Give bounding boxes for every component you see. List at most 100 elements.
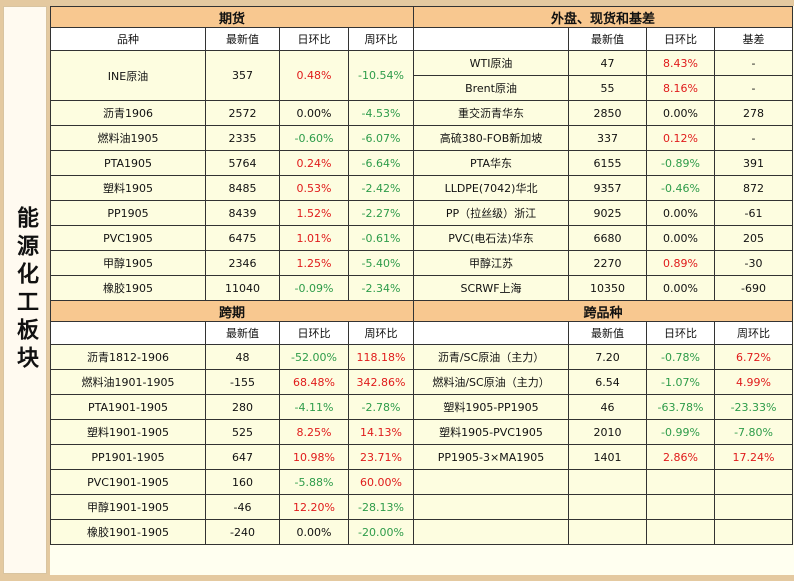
value-cell: 2850 <box>568 100 648 126</box>
row-label: 燃料油/SC原油（主力） <box>413 369 570 395</box>
table-row: 塑料1905 8485 0.53% -2.42% LLDPE(7042)华北 9357 -0… <box>50 175 794 201</box>
value-cell: 8.43% <box>646 50 716 76</box>
value-cell: 8439 <box>205 200 280 226</box>
table-body: 期货 外盘、现货和基差 品种 最新值 日环比 周环比 最新值 日环比 基差 INE原油 357 0.4… <box>49 6 794 545</box>
value-cell: -20.00% <box>347 519 415 545</box>
top-right-title: 外盘、现货和基差 <box>413 6 794 28</box>
value-cell: 391 <box>714 150 794 176</box>
column-header: 日环比 <box>279 27 349 51</box>
row-label: 沥青1906 <box>50 100 206 126</box>
value-cell: -1.07% <box>646 369 716 395</box>
row-label: 塑料1905-PP1905 <box>413 394 570 420</box>
value-cell <box>568 494 648 520</box>
value-cell: - <box>714 75 794 101</box>
row-label: 塑料1905 <box>50 175 206 201</box>
value-cell: 280 <box>205 394 280 420</box>
row-label: PVC(电石法)华东 <box>413 225 570 251</box>
value-cell: 0.89% <box>646 250 716 276</box>
column-header: 最新值 <box>205 27 280 51</box>
row-label: 甲醇1905 <box>50 250 206 276</box>
row-label: Brent原油 <box>413 75 570 101</box>
row-label: LLDPE(7042)华北 <box>413 175 570 201</box>
column-header: 周环比 <box>714 321 794 345</box>
value-cell: -61 <box>714 200 794 226</box>
value-cell: 1.01% <box>279 225 349 251</box>
column-header: 周环比 <box>347 321 415 345</box>
row-label: 橡胶1901-1905 <box>50 519 206 545</box>
value-cell: 10.98% <box>279 444 349 470</box>
value-cell: 2.86% <box>646 444 716 470</box>
column-header: 日环比 <box>646 27 716 51</box>
value-cell: 9025 <box>568 200 648 226</box>
value-cell: -0.89% <box>646 150 716 176</box>
value-cell: 0.00% <box>646 275 716 301</box>
value-cell: 0.00% <box>646 225 716 251</box>
value-cell: 2270 <box>568 250 648 276</box>
row-label <box>413 519 570 545</box>
value-cell: -23.33% <box>714 394 794 420</box>
value-cell: 23.71% <box>347 444 415 470</box>
row-label: PVC1901-1905 <box>50 469 206 495</box>
column-header: 周环比 <box>347 27 415 51</box>
row-label: 高硫380-FOB新加坡 <box>413 125 570 151</box>
value-cell: -0.99% <box>646 419 716 445</box>
value-cell <box>568 519 648 545</box>
value-cell: -46 <box>205 494 280 520</box>
value-cell: 647 <box>205 444 280 470</box>
row-label: PP（拉丝级）浙江 <box>413 200 570 226</box>
value-cell: -6.64% <box>347 150 415 176</box>
row-label: 塑料1901-1905 <box>50 419 206 445</box>
column-header: 日环比 <box>646 321 716 345</box>
value-cell <box>714 469 794 495</box>
table-row: INE原油 357 0.48% -10.54% WTI原油 47 8.43% - <box>50 50 794 101</box>
value-cell: 0.24% <box>279 150 349 176</box>
value-cell: -5.40% <box>347 250 415 276</box>
value-cell: 0.48% <box>279 50 349 101</box>
value-cell: 2572 <box>205 100 280 126</box>
value-cell: 48 <box>205 344 280 370</box>
market-table: 期货 外盘、现货和基差 品种 最新值 日环比 周环比 最新值 日环比 基差 INE原油 357 0.4… <box>49 6 794 545</box>
value-cell: 1.52% <box>279 200 349 226</box>
value-cell: - <box>714 50 794 76</box>
value-cell: 278 <box>714 100 794 126</box>
row-label: PTA华东 <box>413 150 570 176</box>
value-cell: 9357 <box>568 175 648 201</box>
value-cell: 8.25% <box>279 419 349 445</box>
value-cell: 160 <box>205 469 280 495</box>
value-cell: 11040 <box>205 275 280 301</box>
table-row: 燃料油1905 2335 -0.60% -6.07% 高硫380-FOB新加坡 337 0.… <box>50 125 794 151</box>
value-cell: 205 <box>714 225 794 251</box>
top-header-row: 品种 最新值 日环比 周环比 最新值 日环比 基差 <box>50 27 794 51</box>
value-cell: 10350 <box>568 275 648 301</box>
data-table-area: 期货 外盘、现货和基差 品种 最新值 日环比 周环比 最新值 日环比 基差 INE原油 357 0.4… <box>49 6 794 575</box>
value-cell <box>646 494 716 520</box>
table-row: 橡胶1905 11040 -0.09% -2.34% SCRWF上海 10350 0.00%… <box>50 275 794 301</box>
table-row: 燃料油1901-1905 -155 68.48% 342.86% 燃料油/SC原油（主力… <box>50 369 794 395</box>
table-row: PTA1905 5764 0.24% -6.64% PTA华东 6155 -0.89% 391 <box>50 150 794 176</box>
column-header: 最新值 <box>568 321 648 345</box>
row-label: 沥青1812-1906 <box>50 344 206 370</box>
table-row: 橡胶1901-1905 -240 0.00% -20.00% <box>50 519 794 545</box>
row-label: 甲醇1901-1905 <box>50 494 206 520</box>
value-cell: 2010 <box>568 419 648 445</box>
value-cell: 8485 <box>205 175 280 201</box>
value-cell: -155 <box>205 369 280 395</box>
value-cell: 0.00% <box>646 100 716 126</box>
value-cell <box>714 494 794 520</box>
value-cell: -0.78% <box>646 344 716 370</box>
table-row: PVC1901-1905 160 -5.88% 60.00% <box>50 469 794 495</box>
value-cell: 17.24% <box>714 444 794 470</box>
row-label: 燃料油1905 <box>50 125 206 151</box>
value-cell: -30 <box>714 250 794 276</box>
bottom-left-title: 跨期 <box>49 300 415 322</box>
row-label <box>413 469 570 495</box>
column-header: 基差 <box>714 27 794 51</box>
row-label: PTA1905 <box>50 150 206 176</box>
value-cell: -2.27% <box>347 200 415 226</box>
row-label: 燃料油1901-1905 <box>50 369 206 395</box>
top-left-title: 期货 <box>49 6 415 28</box>
value-cell: -6.07% <box>347 125 415 151</box>
table-row: PTA1901-1905 280 -4.11% -2.78% 塑料1905-PP1905… <box>50 394 794 420</box>
value-cell: 342.86% <box>347 369 415 395</box>
